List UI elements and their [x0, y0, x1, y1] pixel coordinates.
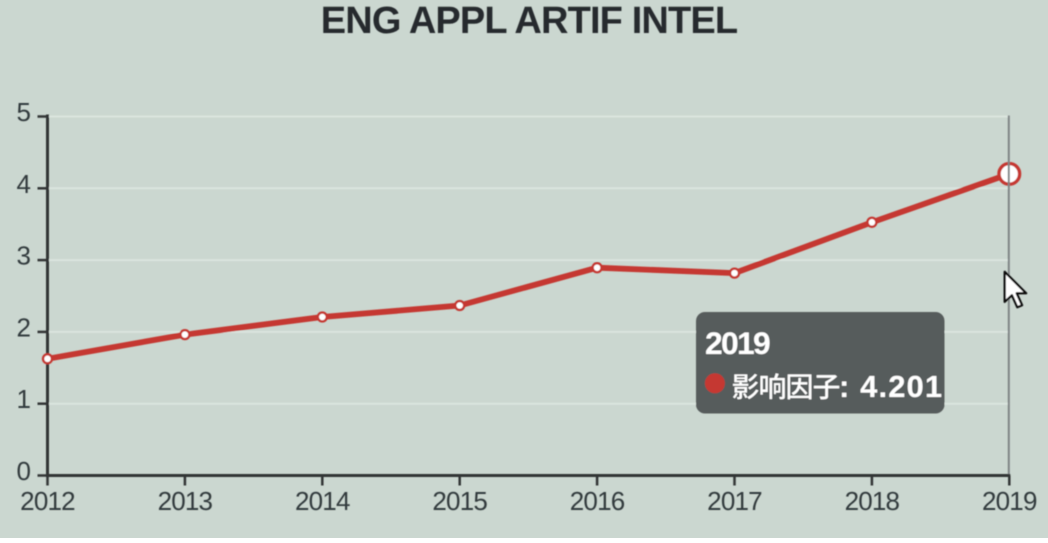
svg-text:4: 4	[17, 169, 31, 199]
svg-text:ENG APPL ARTIF INTEL: ENG APPL ARTIF INTEL	[321, 0, 738, 42]
svg-text:2: 2	[17, 312, 31, 342]
svg-text:2013: 2013	[158, 486, 213, 516]
svg-text:2015: 2015	[432, 486, 487, 516]
svg-text:1: 1	[17, 384, 31, 414]
svg-text:: 4.201: : 4.201	[839, 369, 943, 404]
svg-text:2016: 2016	[570, 486, 625, 516]
svg-text:2018: 2018	[845, 486, 900, 516]
svg-text:0: 0	[17, 456, 31, 486]
svg-text:2017: 2017	[707, 486, 762, 516]
svg-text:2012: 2012	[20, 486, 75, 516]
svg-text:2014: 2014	[295, 486, 350, 516]
svg-text:2019: 2019	[705, 325, 770, 361]
svg-text:5: 5	[17, 97, 31, 127]
svg-text:2019: 2019	[982, 486, 1037, 516]
svg-text:3: 3	[17, 241, 31, 271]
